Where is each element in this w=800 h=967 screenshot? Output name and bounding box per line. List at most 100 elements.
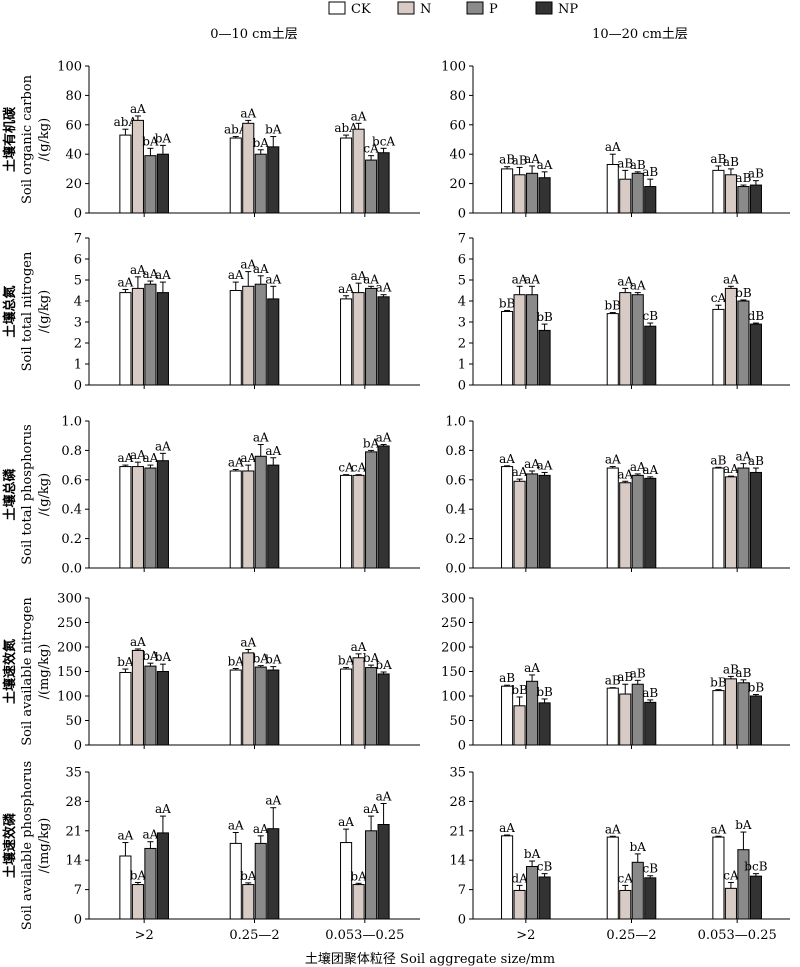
y-axis-label-unit: /(g/kg) xyxy=(37,290,52,333)
panel-2-left: 0 1 2 3 4 5 6 7 土壤总氮 Soil total nitrogen/(g/kg) aA… xyxy=(2,232,420,394)
y-tick-label: 0 xyxy=(74,207,82,222)
y-axis-label-zh: 土壤有机碳 xyxy=(2,106,18,172)
significance-label: aA xyxy=(240,258,256,272)
significance-label: bB xyxy=(748,681,765,695)
bar-n xyxy=(352,657,365,746)
significance-label: aA xyxy=(155,439,171,453)
y-tick-label: 100 xyxy=(57,690,82,705)
y-axis-label-unit: /(g/kg) xyxy=(37,118,52,161)
bar-n xyxy=(513,705,526,746)
bar-ck xyxy=(501,168,514,214)
bar-np xyxy=(644,186,657,214)
bar-np xyxy=(267,669,280,746)
significance-label: aA xyxy=(711,822,727,836)
y-tick-label: 200 xyxy=(57,641,82,656)
bar-ck xyxy=(501,311,514,386)
bar-ck xyxy=(119,671,132,746)
significance-label: aA xyxy=(537,458,553,472)
significance-label: bA xyxy=(142,649,159,663)
significance-label: aA xyxy=(240,635,256,649)
bar-ck xyxy=(119,855,132,920)
bar-n xyxy=(724,887,737,920)
bar-np xyxy=(749,323,762,386)
significance-label: bA xyxy=(253,136,270,150)
bar-p xyxy=(526,473,539,569)
bar-np xyxy=(156,292,169,386)
significance-label: bA xyxy=(338,654,355,668)
y-tick-label: 0.4 xyxy=(61,503,82,518)
bar-n xyxy=(724,287,737,386)
bar-p xyxy=(365,667,378,746)
significance-label: bA xyxy=(253,652,270,666)
bar-np xyxy=(538,329,551,386)
significance-label: aA xyxy=(524,152,540,166)
y-tick-label: 0 xyxy=(458,379,466,394)
bar-np xyxy=(749,184,762,214)
y-tick-label: 35 xyxy=(449,766,466,781)
column-title-right: 10—20 cm土层 xyxy=(592,27,688,42)
significance-label: aB xyxy=(499,671,515,685)
significance-label: aA xyxy=(155,268,171,282)
significance-label: bA xyxy=(265,653,282,667)
significance-label: aA xyxy=(118,451,134,465)
significance-label: aA xyxy=(351,640,367,654)
bar-np xyxy=(538,702,551,746)
significance-label: aA xyxy=(736,450,752,464)
significance-label: cA xyxy=(711,291,727,305)
significance-label: aA xyxy=(537,158,553,172)
significance-label: aB xyxy=(710,453,726,467)
bar-np xyxy=(156,153,169,214)
significance-label: dB xyxy=(748,309,765,323)
y-tick-label: 20 xyxy=(65,177,82,192)
x-tick-label: 0.053—0.25 xyxy=(325,928,404,943)
y-tick-label: 0.4 xyxy=(445,503,466,518)
significance-label: aA xyxy=(228,818,244,832)
y-tick-label: 50 xyxy=(449,714,466,729)
bar-p xyxy=(737,467,750,569)
y-tick-label: 250 xyxy=(441,616,466,631)
y-tick-label: 100 xyxy=(441,60,466,75)
significance-label: aA xyxy=(363,802,379,816)
y-tick-label: 0 xyxy=(458,207,466,222)
legend-swatch-n xyxy=(397,1,415,15)
bar-p xyxy=(144,467,157,569)
y-axis-label-unit: /(mg/kg) xyxy=(37,644,52,700)
y-tick-label: 7 xyxy=(74,883,82,898)
x-tick-label: >2 xyxy=(135,928,154,943)
significance-label: aA xyxy=(363,272,379,286)
y-tick-label: 0 xyxy=(458,913,466,928)
significance-label: cA xyxy=(723,868,739,882)
y-tick-label: 5 xyxy=(458,274,466,289)
y-tick-label: 0.0 xyxy=(445,562,466,577)
significance-label: aB xyxy=(748,167,764,181)
bar-n xyxy=(131,287,144,386)
significance-label: aA xyxy=(240,451,256,465)
significance-label: aA xyxy=(499,821,515,835)
bar-np xyxy=(156,460,169,569)
y-axis-label-en: Soil organic carbon xyxy=(20,74,35,204)
significance-label: bB xyxy=(536,685,553,699)
significance-label: bA xyxy=(155,650,172,664)
bar-ck xyxy=(229,669,242,746)
bar-p xyxy=(365,287,378,386)
significance-label: aA xyxy=(351,269,367,283)
significance-label: bA xyxy=(265,123,282,137)
significance-label: aA xyxy=(512,465,528,479)
y-tick-label: 100 xyxy=(441,690,466,705)
significance-label: aB xyxy=(723,662,739,676)
significance-label: aA xyxy=(338,815,354,829)
y-tick-label: 80 xyxy=(449,89,466,104)
significance-label: aA xyxy=(240,106,256,120)
significance-label: aA xyxy=(130,448,146,462)
bar-np xyxy=(538,177,551,214)
bar-p xyxy=(526,866,539,920)
significance-label: aB xyxy=(735,666,751,680)
bar-ck xyxy=(712,308,725,386)
bar-np xyxy=(156,832,169,920)
bar-ck xyxy=(606,163,619,214)
bar-n xyxy=(724,476,737,569)
y-tick-label: 1.0 xyxy=(445,415,466,430)
bar-np xyxy=(267,464,280,569)
bar-n xyxy=(619,292,632,386)
